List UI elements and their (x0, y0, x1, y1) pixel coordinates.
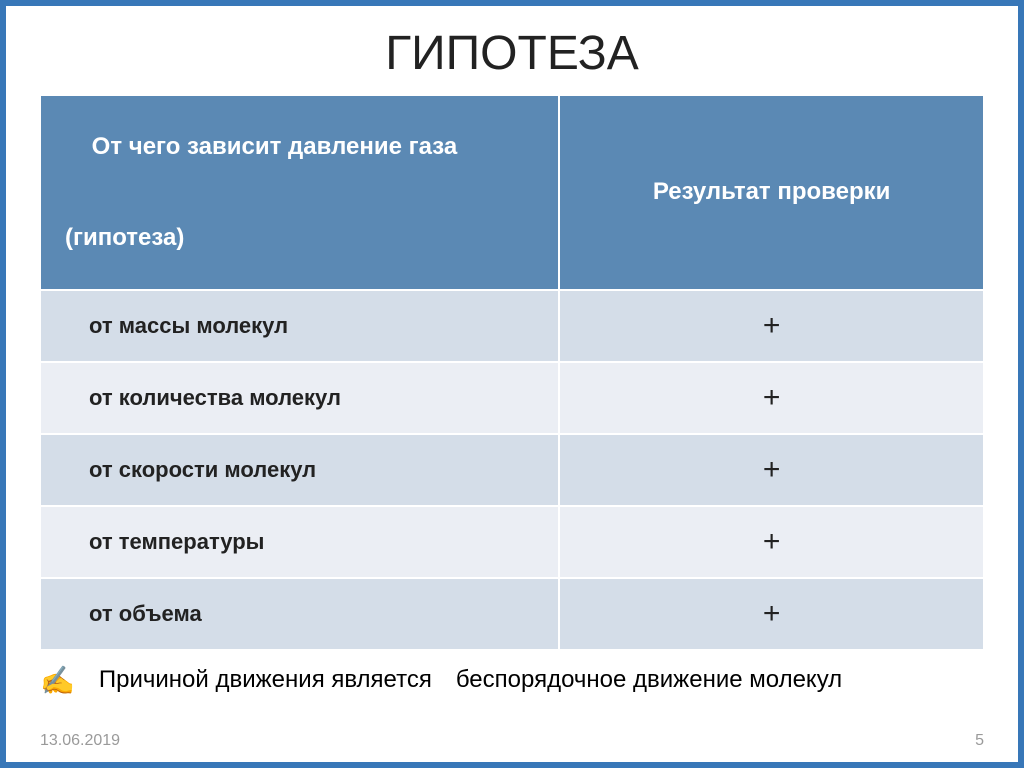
table-header-result: Результат проверки (559, 95, 984, 290)
row-label: от объема (40, 578, 559, 650)
table-row: от скорости молекул + (40, 434, 984, 506)
header-col1-line2: (гипотеза) (65, 224, 184, 251)
row-label: от температуры (40, 506, 559, 578)
table-row: от массы молекул + (40, 290, 984, 362)
row-result: + (559, 506, 984, 578)
header-col1-line1: От чего зависит давление газа (92, 133, 458, 160)
caption-row: ✍ Причиной движения является беспорядочн… (40, 664, 984, 697)
caption-left: Причиной движения является (99, 666, 432, 694)
caption-right: беспорядочное движение молекул (456, 666, 842, 694)
row-result: + (559, 362, 984, 434)
table-row: от температуры + (40, 506, 984, 578)
row-result: + (559, 290, 984, 362)
hypothesis-table: От чего зависит давление газа (гипотеза)… (40, 95, 984, 650)
footer-date: 13.06.2019 (40, 732, 120, 750)
row-label: от скорости молекул (40, 434, 559, 506)
table-header-row: От чего зависит давление газа (гипотеза)… (40, 95, 984, 290)
row-label: от количества молекул (40, 362, 559, 434)
row-label: от массы молекул (40, 290, 559, 362)
row-result: + (559, 578, 984, 650)
slide: ГИПОТЕЗА От чего зависит давление газа (… (0, 0, 1024, 768)
writing-hand-icon: ✍ (40, 664, 75, 697)
footer-page-number: 5 (975, 732, 984, 750)
row-result: + (559, 434, 984, 506)
slide-footer: 13.06.2019 5 (40, 732, 984, 750)
table-row: от объема + (40, 578, 984, 650)
slide-title: ГИПОТЕЗА (6, 26, 1018, 81)
table-header-hypothesis: От чего зависит давление газа (гипотеза) (40, 95, 559, 290)
table-row: от количества молекул + (40, 362, 984, 434)
